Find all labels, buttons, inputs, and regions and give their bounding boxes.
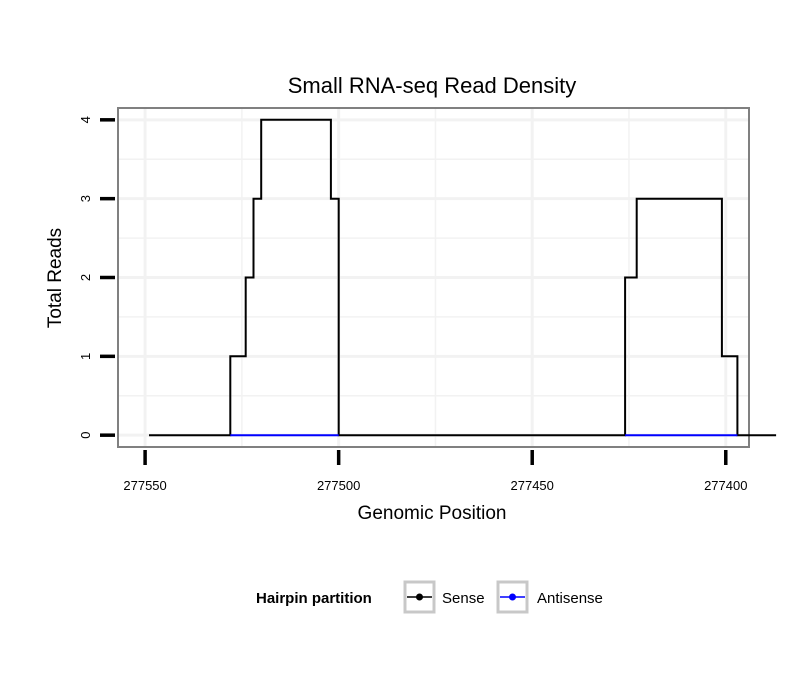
legend-point-sense bbox=[416, 593, 423, 601]
legend: Hairpin partition Sense Antisense bbox=[256, 580, 603, 614]
legend-label-sense: Sense bbox=[442, 590, 485, 607]
x-tick-label: 277550 bbox=[123, 478, 166, 493]
chart-title: Small RNA-seq Read Density bbox=[288, 73, 577, 98]
y-tick-label: 1 bbox=[78, 353, 93, 360]
y-axis: 0 1 2 3 4 bbox=[78, 116, 115, 439]
x-tick-label: 277500 bbox=[317, 478, 360, 493]
y-axis-title: Total Reads bbox=[45, 228, 66, 328]
legend-item-antisense[interactable]: Antisense bbox=[496, 580, 603, 614]
x-axis: 277550 277500 277450 277400 bbox=[123, 450, 747, 493]
series-layer bbox=[149, 118, 777, 437]
x-tick-label: 277450 bbox=[511, 478, 554, 493]
y-tick-label: 2 bbox=[78, 274, 93, 281]
x-tick-label: 277400 bbox=[704, 478, 747, 493]
x-axis-title: Genomic Position bbox=[358, 503, 507, 524]
y-tick-label: 4 bbox=[78, 116, 93, 123]
y-tick-label: 0 bbox=[78, 432, 93, 439]
legend-title: Hairpin partition bbox=[256, 590, 372, 607]
legend-point-antisense bbox=[509, 593, 516, 601]
legend-item-sense[interactable]: Sense bbox=[403, 580, 485, 614]
y-tick-label: 3 bbox=[78, 195, 93, 202]
plot-panel bbox=[117, 107, 750, 448]
grid bbox=[118, 108, 749, 447]
legend-label-antisense: Antisense bbox=[537, 590, 603, 607]
series-line-sense bbox=[149, 118, 777, 437]
